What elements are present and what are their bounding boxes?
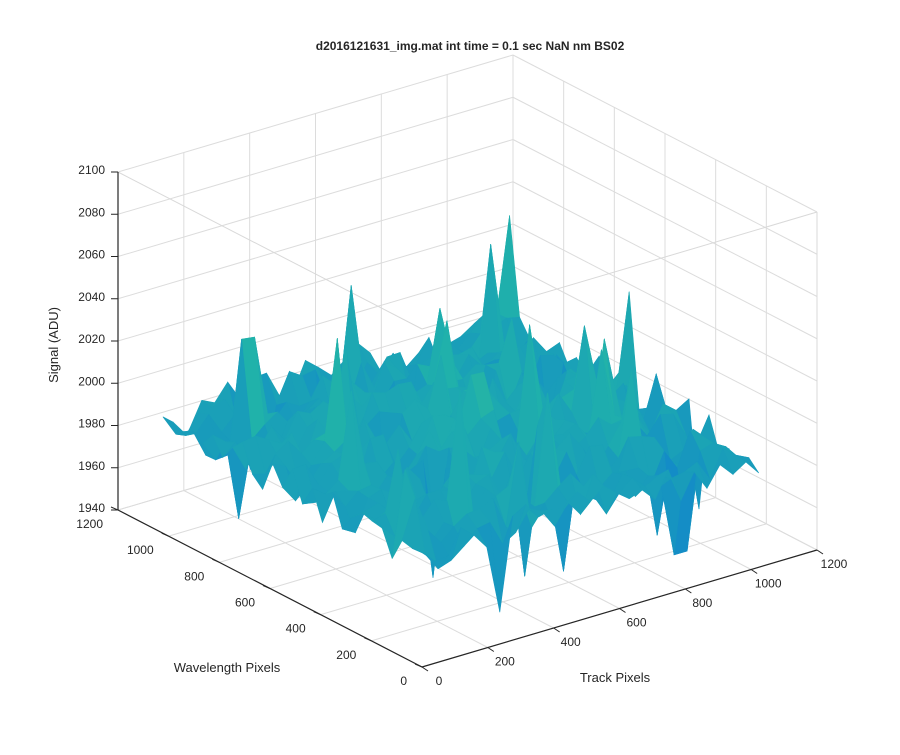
x-tick-mark (619, 608, 626, 613)
surface-patch (496, 215, 520, 319)
box-edge (117, 171, 423, 330)
z-tick-label: 2100 (78, 163, 105, 177)
x-tick-mark (421, 666, 429, 672)
z-tick-label: 1940 (78, 501, 105, 515)
z-tick-label: 2000 (78, 374, 105, 388)
x-tick-label: 1200 (821, 557, 848, 571)
z-tick-label: 2040 (78, 290, 105, 304)
grid-line (371, 523, 767, 642)
grid-line (320, 497, 716, 616)
z-tick-label: 2060 (78, 248, 105, 262)
y-tick-label: 400 (286, 622, 306, 636)
x-tick-label: 200 (495, 655, 515, 669)
z-tick-label: 1980 (78, 417, 105, 431)
y-tick-mark (414, 663, 423, 668)
x-tick-label: 800 (692, 596, 712, 610)
z-tick-label: 1960 (78, 459, 105, 473)
tick-labels: 0 200 400 600 800 1000 1200 0 200 400 600 800 1000 12… (76, 163, 847, 688)
axes (110, 171, 824, 672)
x-tick-mark (487, 647, 495, 652)
x-tick-mark (816, 549, 824, 555)
y-tick-mark (364, 637, 372, 642)
z-axis-label: Signal (ADU) (46, 307, 61, 383)
x-tick-label: 1000 (755, 577, 782, 591)
y-tick-label: 800 (184, 569, 204, 583)
surface-patch (162, 416, 187, 436)
y-tick-label: 200 (336, 648, 356, 662)
y-tick-label: 0 (400, 674, 407, 688)
x-tick-mark (685, 588, 692, 594)
y-tick-label: 1000 (127, 543, 154, 557)
x-axis-label: Track Pixels (580, 670, 651, 685)
surface-mesh (162, 215, 760, 613)
y-tick-mark (313, 611, 321, 616)
surface-patch (411, 548, 436, 562)
chart-title: d2016121631_img.mat int time = 0.1 sec N… (316, 39, 625, 53)
x-tick-mark (553, 627, 560, 633)
z-tick-label: 2020 (78, 332, 105, 346)
x-tick-label: 400 (561, 635, 581, 649)
y-tick-label: 600 (235, 596, 255, 610)
y-axis-label: Wavelength Pixels (174, 660, 281, 675)
y-tick-label: 1200 (76, 517, 103, 531)
y-tick-mark (262, 585, 271, 589)
z-tick-label: 2080 (78, 205, 105, 219)
y-tick-mark (212, 558, 220, 563)
y-tick-mark (161, 532, 169, 537)
x-tick-label: 600 (626, 616, 646, 630)
x-tick-mark (750, 569, 758, 574)
box-edge (421, 211, 818, 330)
x-tick-label: 0 (436, 674, 443, 688)
